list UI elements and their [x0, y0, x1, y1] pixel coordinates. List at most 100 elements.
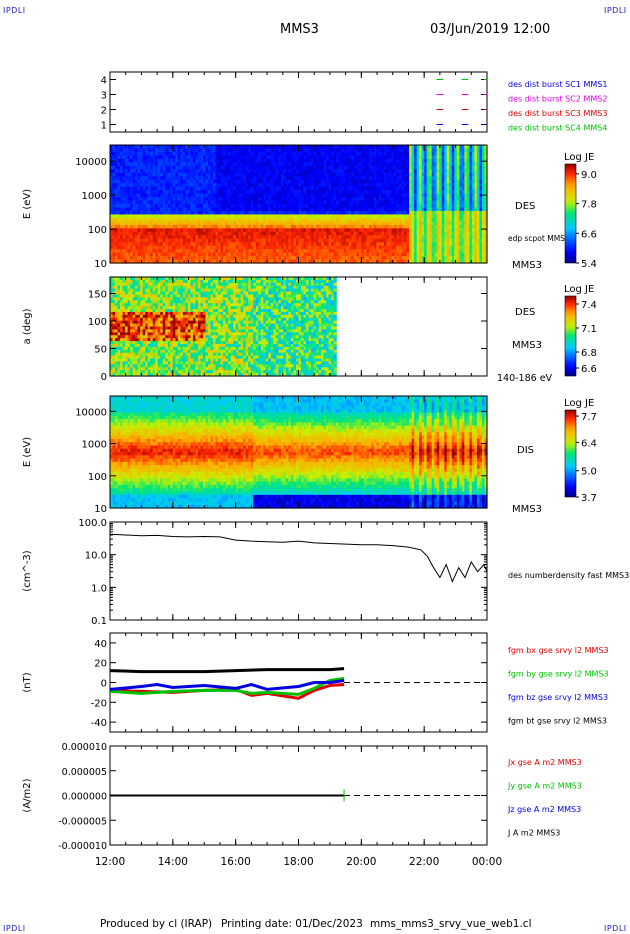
des-energy-cell	[270, 197, 274, 202]
des-energy-cell	[200, 151, 204, 157]
des-energy-cell	[180, 207, 184, 212]
des-energy-cell	[323, 190, 327, 195]
des-energy-cell	[135, 210, 139, 216]
des-energy-cell	[142, 190, 146, 195]
des-energy-cell	[250, 238, 254, 243]
des-energy-cell	[331, 176, 335, 181]
des-energy-cell	[192, 186, 197, 191]
des-energy-cell	[172, 151, 176, 157]
des-energy-cell	[145, 245, 149, 250]
des-energy-cell	[115, 158, 119, 163]
des-energy-cell	[185, 235, 189, 240]
des-energy-cell	[185, 169, 189, 174]
des-energy-cell	[218, 221, 222, 226]
des-energy-cell	[280, 235, 285, 240]
des-energy-cell	[215, 200, 219, 205]
des-energy-cell	[323, 145, 327, 150]
des-energy-cell	[223, 186, 227, 191]
des-energy-cell	[130, 172, 134, 177]
des-energy-cell	[263, 210, 267, 216]
des-energy-cell	[230, 151, 234, 157]
des-energy-cell	[165, 183, 169, 188]
des-energy-cell	[147, 204, 151, 209]
des-energy-cell	[152, 169, 156, 174]
des-energy-cell	[215, 207, 219, 212]
des-energy-cell	[295, 217, 300, 222]
des-energy-cell	[127, 169, 131, 174]
des-energy-cell	[157, 162, 161, 167]
des-energy-cell	[120, 200, 124, 205]
des-energy-cell	[283, 200, 287, 205]
des-energy-cell	[285, 207, 290, 212]
des-energy-cell	[331, 162, 335, 167]
des-energy-cell	[290, 245, 295, 250]
des-energy-cell	[177, 183, 181, 188]
des-energy-cell	[160, 197, 164, 202]
des-energy-cell	[273, 190, 277, 195]
des-energy-cell	[172, 148, 176, 153]
des-energy-cell	[145, 172, 149, 177]
des-energy-cell	[273, 228, 277, 233]
des-energy-cell	[323, 235, 327, 240]
des-energy-cell	[132, 155, 136, 160]
des-energy-cell	[321, 179, 325, 184]
des-energy-cell	[150, 169, 154, 174]
des-energy-cell	[326, 176, 330, 181]
des-energy-cell	[117, 217, 121, 222]
des-energy-cell	[165, 145, 169, 150]
des-energy-cell	[285, 249, 290, 254]
des-energy-cell	[195, 204, 199, 209]
des-energy-cell	[155, 200, 159, 205]
des-energy-cell	[268, 256, 272, 261]
des-energy-cell	[145, 217, 149, 222]
des-energy-cell	[313, 186, 317, 191]
des-energy-cell	[180, 259, 184, 264]
des-energy-cell	[235, 172, 239, 177]
des-energy-cell	[218, 217, 222, 222]
des-energy-cell	[250, 217, 254, 222]
des-energy-cell	[285, 183, 290, 188]
des-energy-cell	[208, 256, 212, 261]
des-energy-cell	[268, 224, 272, 229]
des-energy-cell	[192, 224, 197, 229]
des-energy-cell	[240, 249, 244, 254]
des-energy-cell	[250, 155, 254, 160]
des-energy-cell	[323, 249, 327, 254]
des-energy-cell	[210, 245, 214, 250]
des-energy-cell	[260, 176, 264, 181]
des-energy-cell	[228, 158, 232, 163]
des-energy-cell	[175, 172, 179, 177]
des-energy-cell	[308, 228, 312, 233]
des-energy-cell	[147, 165, 151, 170]
des-energy-cell	[323, 231, 327, 236]
des-energy-cell	[132, 151, 136, 157]
des-energy-cell	[130, 214, 134, 219]
des-energy-cell	[225, 207, 229, 212]
des-energy-cell	[218, 162, 222, 167]
des-energy-cell	[228, 221, 232, 226]
des-energy-cell	[110, 145, 114, 150]
des-energy-cell	[195, 155, 199, 160]
des-energy-cell	[260, 231, 264, 236]
des-energy-cell	[240, 256, 244, 261]
des-energy-cell	[160, 176, 164, 181]
des-energy-cell	[125, 249, 129, 254]
des-energy-cell	[190, 252, 194, 257]
des-energy-cell	[290, 200, 295, 205]
des-energy-cell	[130, 158, 134, 163]
des-energy-cell	[245, 210, 249, 216]
des-energy-cell	[311, 204, 315, 209]
des-energy-cell	[260, 228, 264, 233]
des-energy-cell	[275, 158, 279, 163]
des-energy-cell	[180, 193, 184, 198]
des-energy-cell	[175, 145, 179, 150]
des-energy-cell	[202, 256, 207, 261]
des-energy-cell	[238, 249, 242, 254]
des-energy-cell	[250, 245, 254, 250]
header-spacecraft: MMS3	[280, 22, 319, 37]
des-energy-cell	[197, 148, 202, 153]
des-energy-cell	[255, 207, 259, 212]
des-energy-cell	[243, 158, 247, 163]
des-energy-cell	[192, 145, 197, 150]
